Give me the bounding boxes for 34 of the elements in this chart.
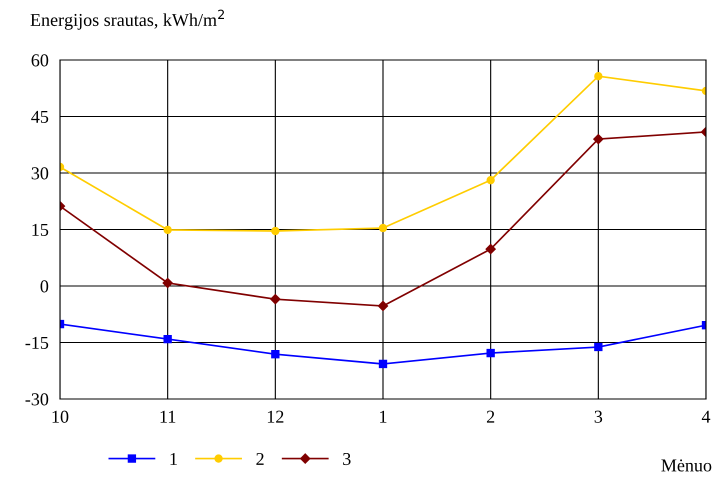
x-tick-label: 12 xyxy=(268,410,284,423)
point xyxy=(594,72,602,80)
point xyxy=(271,350,280,358)
legend-label: 3 xyxy=(343,452,351,466)
y-tick-label: 0 xyxy=(40,280,48,292)
point xyxy=(164,226,172,234)
y-tick-label: -15 xyxy=(25,336,48,349)
point xyxy=(162,278,173,288)
x-tick-label: 11 xyxy=(160,410,176,423)
y-tick-label: 45 xyxy=(31,110,48,123)
point xyxy=(594,342,602,352)
point xyxy=(378,224,388,232)
y-tick-label: 15 xyxy=(32,224,48,236)
x-axis-title: Mėnuo xyxy=(661,459,712,472)
point xyxy=(486,176,495,184)
point xyxy=(164,334,172,344)
point xyxy=(378,300,388,312)
y-axis-title: Energijos srautas, kWh/m$^{2}$ xyxy=(30,10,224,30)
point xyxy=(486,244,496,254)
point xyxy=(593,134,604,144)
legend-label: 1 xyxy=(170,452,177,465)
x-tick-label: 3 xyxy=(594,410,602,423)
y-tick-label: -30 xyxy=(25,393,48,406)
x-tick-label: 2 xyxy=(486,410,494,423)
point xyxy=(270,294,280,304)
point xyxy=(378,360,388,368)
point xyxy=(271,226,280,236)
y-tick-label: 60 xyxy=(32,54,48,66)
y-tick-label: 30 xyxy=(32,167,48,180)
legend-label: 2 xyxy=(256,452,264,465)
point xyxy=(486,348,495,358)
x-tick-label: 10 xyxy=(52,410,68,423)
x-tick-label: 4 xyxy=(702,410,710,423)
x-tick-label: 1 xyxy=(380,410,386,423)
